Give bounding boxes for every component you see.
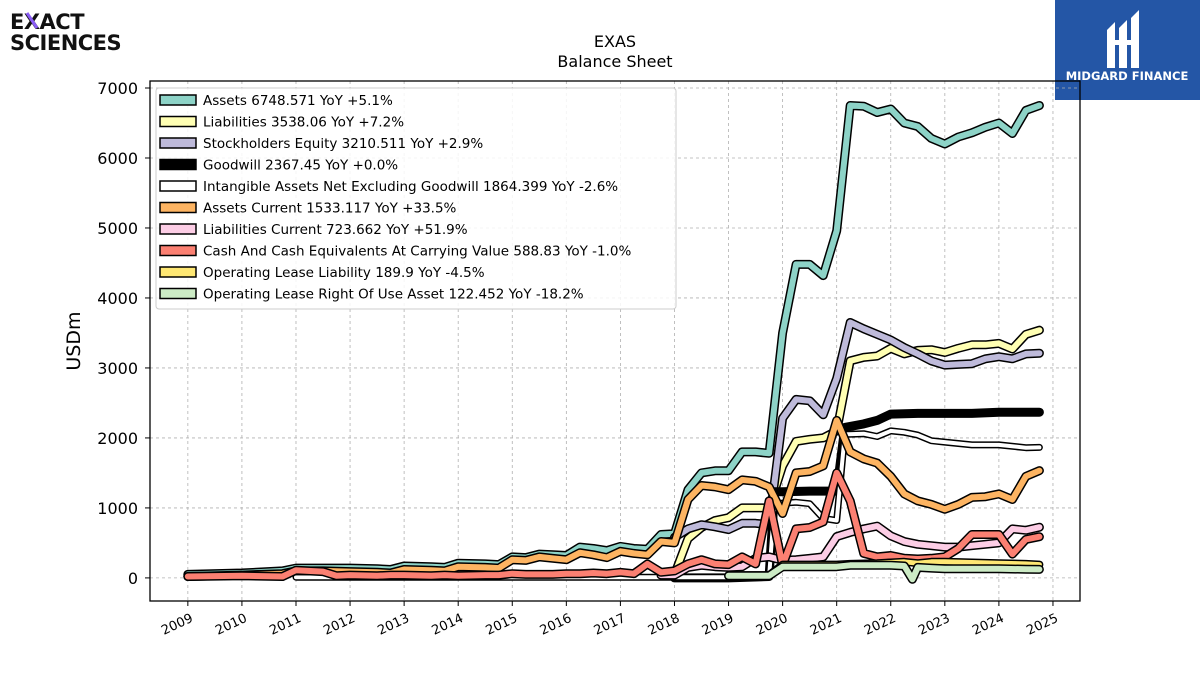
series-line [671,319,1043,541]
legend-entry: Operating Lease Right Of Use Asset 122.4… [203,287,584,303]
x-axis: 2009 2010 2011 2012 2013 2014 2015 2016 2017 2018… [159,601,1061,639]
legend-entry: Operating Lease Liability 189.9 YoY -4.5… [203,265,485,281]
legend-swatch [159,158,197,171]
x-tick-label: 2009 [159,611,195,639]
y-tick-label: 0 [128,569,138,588]
chart-legend: Assets 6748.571 YoY +5.1% Liabilities 353… [155,87,677,310]
series-line [184,469,1043,580]
x-tick-label: 2023 [916,611,952,639]
x-tick-label: 2016 [538,611,574,639]
y-tick-label: 5000 [97,219,138,238]
x-tick-label: 2018 [646,611,682,639]
y-axis-label: USDm [63,311,85,370]
midgard-finance-emblem-icon: MIDGARD FINANCE [1066,10,1189,83]
x-tick-label: 2014 [430,611,466,639]
series-line [671,327,1043,578]
legend-swatch [159,287,197,300]
legend-swatch [159,137,197,149]
legend-swatch [159,223,197,235]
x-tick-label: 2011 [267,611,303,639]
y-axis: 0 1000 2000 3000 4000 5000 6000 7000 [97,79,150,588]
x-tick-label: 2020 [754,611,790,639]
x-tick-label: 2021 [808,611,844,639]
x-tick-label: 2010 [213,611,249,639]
x-tick-label: 2019 [700,611,736,639]
midgard-finance-logo: MIDGARD FINANCE [1055,0,1200,100]
series-9 [724,560,1044,584]
y-tick-label: 6000 [97,149,138,168]
x-tick-label: 2017 [592,611,628,639]
legend-swatch [159,201,197,214]
legend-swatch [159,115,197,128]
series-7 [183,468,1044,581]
midgard-finance-text: MIDGARD FINANCE [1066,69,1189,83]
y-tick-label: 1000 [97,499,138,518]
x-tick-label: 2012 [321,611,357,639]
legend-entry: Goodwill 2367.45 YoY +0.0% [203,158,398,174]
legend-entry: Assets 6748.571 YoY +5.1% [203,93,393,109]
legend-swatch [159,266,197,278]
legend-entry: Stockholders Equity 3210.511 YoY +2.9% [203,136,483,152]
exact-sciences-logo: EXACT SCIENCES [10,10,122,55]
x-tick-label: 2025 [1024,611,1060,639]
series-layer [183,101,1044,584]
legend-swatch [159,94,197,106]
legend-entry: Assets Current 1533.117 YoY +33.5% [203,201,457,217]
series-line [725,562,1043,583]
legend-entry: Intangible Assets Net Excluding Goodwill… [203,179,618,195]
legend-entry: Liabilities 3538.06 YoY +7.2% [203,115,404,131]
plot-area-frame [149,80,1081,602]
series-1 [670,325,1044,579]
logo-line-2: SCIENCES [10,31,121,55]
legend-entry: Cash And Cash Equivalents At Carrying Va… [203,244,631,260]
y-tick-label: 3000 [97,359,138,378]
y-tick-label: 7000 [97,79,138,98]
chart-subtitle: Balance Sheet [557,52,672,71]
legend-swatch [159,244,197,257]
y-tick-label: 4000 [97,289,138,308]
legend-box [155,87,677,310]
x-tick-label: 2013 [375,611,411,639]
series-line [184,417,1043,580]
x-tick-label: 2022 [862,611,898,639]
series-2 [670,318,1044,542]
logo-accent-mark [25,12,39,29]
x-tick-label: 2015 [484,611,520,639]
logo-line-1: EXACT [10,10,85,34]
chart-title: EXAS [594,32,636,51]
series-5 [183,415,1044,581]
x-tick-label: 2024 [970,611,1006,639]
legend-swatch [159,180,197,192]
legend-entry: Liabilities Current 723.662 YoY +51.9% [203,222,468,238]
y-tick-label: 2000 [97,429,138,448]
